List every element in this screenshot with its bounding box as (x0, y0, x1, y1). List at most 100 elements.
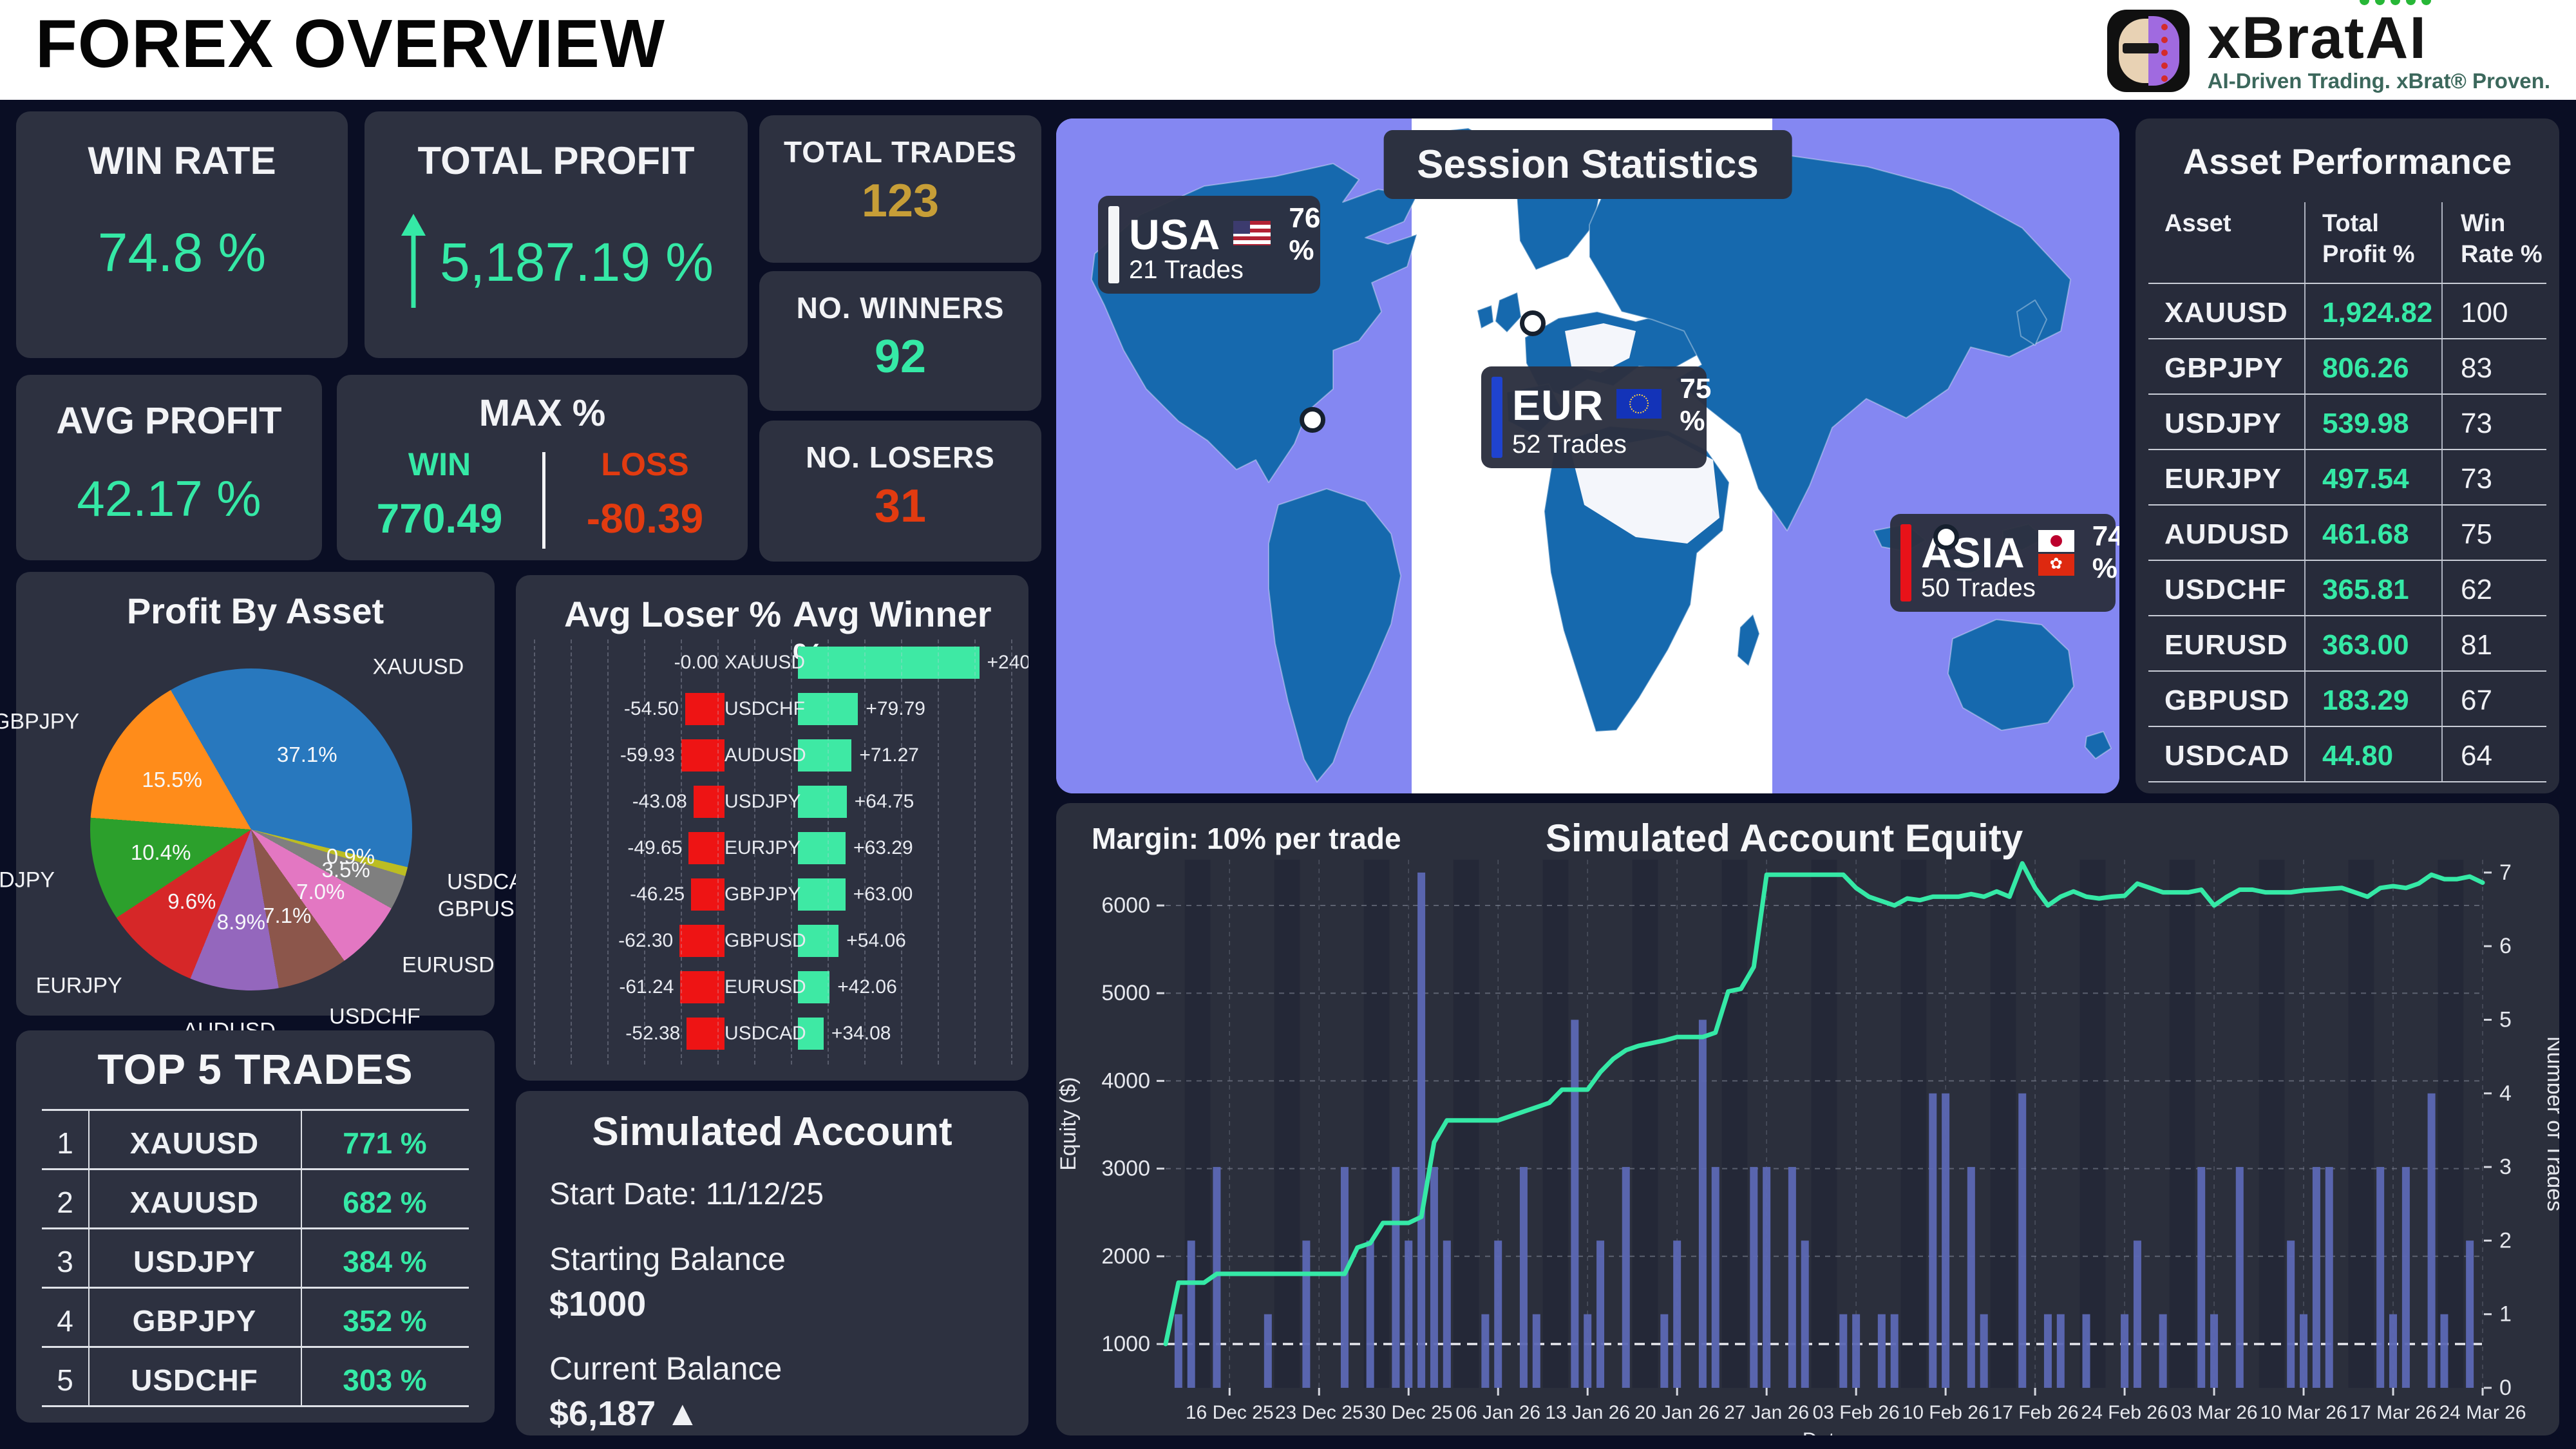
asset-col-header: Total Profit % (2322, 210, 2415, 268)
us-flag-icon (1233, 220, 1271, 249)
top5-rank: 1 (57, 1126, 73, 1160)
pie-chart: 37.1% XAUUSD 0.9% USDCAD 3.5% GBPUSD 7.0% EURUS… (0, 572, 540, 1043)
x-tick-label: 03 Mar 26 (2171, 1402, 2258, 1423)
trades-bar (1763, 1167, 1771, 1388)
asset-total-profit: 363.00 (2322, 629, 2409, 661)
asset-col-header: Asset (2164, 210, 2231, 237)
weekend-band (1900, 860, 1927, 1388)
max-win-value: 770.49 (376, 495, 503, 542)
trades-bar (1264, 1314, 1272, 1388)
x-tick-label: 24 Feb 26 (2081, 1402, 2168, 1423)
trades-bar (2210, 1314, 2219, 1388)
asset-name: GBPUSD (2164, 685, 2290, 716)
pie-slice-label: GBPJPY (0, 709, 80, 734)
top5-row: 1 XAUUSD 771 % (42, 1109, 469, 1168)
pie-circle (90, 668, 412, 990)
y2-tick-label: 1 (2499, 1302, 2512, 1327)
pie-percent-label: 7.0% (296, 880, 345, 904)
divider (88, 1109, 90, 1406)
gridline (828, 639, 829, 1065)
tornado-asset-label: EURJPY (724, 837, 801, 858)
divider (2441, 202, 2443, 782)
asset-win-rate: 100 (2461, 297, 2508, 328)
gridline (974, 639, 976, 1065)
weekend-band (1542, 860, 1569, 1388)
loser-bar (679, 925, 724, 957)
trades-bar (1481, 1314, 1490, 1388)
top5-percent: 682 % (343, 1186, 427, 1219)
loser-bar (691, 878, 724, 911)
trades-bar (1673, 1240, 1681, 1388)
trades-bar (1942, 1093, 1950, 1388)
divider (42, 1287, 469, 1289)
x-tick-label: 03 Feb 26 (1813, 1402, 1900, 1423)
trades-bar (1584, 1314, 1592, 1388)
loser-value: -59.93 (620, 744, 675, 766)
total-profit-value: 5,187.19 % (439, 231, 714, 292)
winner-bar (798, 786, 847, 818)
loser-value: -46.25 (630, 884, 685, 905)
header-bar: FOREX OVERVIEW xBratAI AI-Driven Trading… (0, 0, 2576, 100)
no-winners-card: NO. WINNERS 92 (759, 271, 1041, 411)
tornado-asset-label: AUDUSD (724, 744, 806, 766)
loser-value: -61.24 (619, 976, 674, 998)
trades-bar (1711, 1167, 1719, 1388)
divider (2148, 726, 2546, 727)
pie-percent-label: 0.9% (326, 844, 375, 868)
y-tick-label: 5000 (1101, 981, 1150, 1005)
equity-svg: 1000 2000 3000 4000 5000 6000 0 1 2 3 4 5 6 7 16 Dec 2… (1056, 860, 2567, 1449)
winner-value: +79.79 (866, 698, 925, 719)
session-color-bar (1492, 377, 1502, 458)
weekend-band (1632, 860, 1658, 1388)
asset-performance-card: Asset Performance Asset Total Profit % Win… (2136, 118, 2559, 793)
asset-win-rate: 62 (2461, 574, 2492, 605)
loser-value: -43.08 (632, 791, 687, 812)
session-dot (1300, 407, 1325, 433)
gridline (534, 639, 535, 1065)
avg-winner-loser-card: Avg Loser % Avg Winner % -0.00+240.60XAU… (516, 575, 1028, 1081)
top5-trades-card: TOP 5 TRADES 1 XAUUSD 771 % 2 XAUUSD 682 % 3 US… (16, 1030, 495, 1423)
trades-bar (2440, 1314, 2448, 1388)
trades-bar (1405, 1240, 1413, 1388)
brand-dots-icon (2359, 0, 2431, 5)
pie-slice-label: USDCHF (329, 1004, 421, 1029)
session-card-eur: EUR 75 % 52 Trades (1481, 366, 1711, 468)
asset-total-profit: 461.68 (2322, 518, 2409, 550)
top5-asset: GBPJPY (132, 1304, 257, 1338)
gridline (754, 639, 755, 1065)
weekend-band (1721, 860, 1748, 1388)
margin-note: Margin: 10% per trade (1092, 822, 1401, 855)
winner-bar (798, 971, 830, 1003)
max-loss-label: LOSS (601, 446, 689, 482)
sim-account-title: Simulated Account (592, 1110, 952, 1154)
session-winrate: 76 % (1289, 202, 1321, 266)
weekend-band (2079, 860, 2106, 1388)
no-winners-label: NO. WINNERS (796, 291, 1005, 325)
top5-percent: 303 % (343, 1363, 427, 1397)
tornado-asset-label: EURUSD (724, 976, 806, 998)
winner-bar (798, 739, 852, 772)
trades-bar (1430, 1167, 1438, 1388)
session-map-card: Session Statistics USA 76 % 21 Trades EUR 75… (1056, 118, 2119, 793)
x-tick-label: 10 Feb 26 (1902, 1402, 1989, 1423)
top5-rank: 4 (57, 1304, 73, 1338)
gridline (791, 639, 792, 1065)
session-color-bar (1108, 206, 1119, 283)
pie-percent-label: 9.6% (167, 889, 216, 913)
y2-tick-label: 7 (2499, 860, 2512, 885)
trades-bar (2235, 1167, 2244, 1388)
top5-asset: USDCHF (131, 1363, 258, 1397)
total-profit-label: TOTAL PROFIT (417, 139, 695, 182)
tornado-row: -62.30 +54.06 GBPUSD (516, 918, 1028, 964)
divider (2148, 338, 2546, 339)
pie-percent-label: 10.4% (130, 840, 191, 865)
trades-bar (2325, 1167, 2333, 1388)
asset-name: XAUUSD (2164, 297, 2288, 328)
trades-bar (1698, 1019, 1707, 1388)
gridline (901, 639, 902, 1065)
y-tick-label: 4000 (1101, 1068, 1150, 1093)
page-title: FOREX OVERVIEW (35, 6, 665, 82)
weekend-band (2169, 860, 2195, 1388)
trades-bar (1187, 1240, 1195, 1388)
x-tick-label: 30 Dec 25 (1365, 1402, 1453, 1423)
